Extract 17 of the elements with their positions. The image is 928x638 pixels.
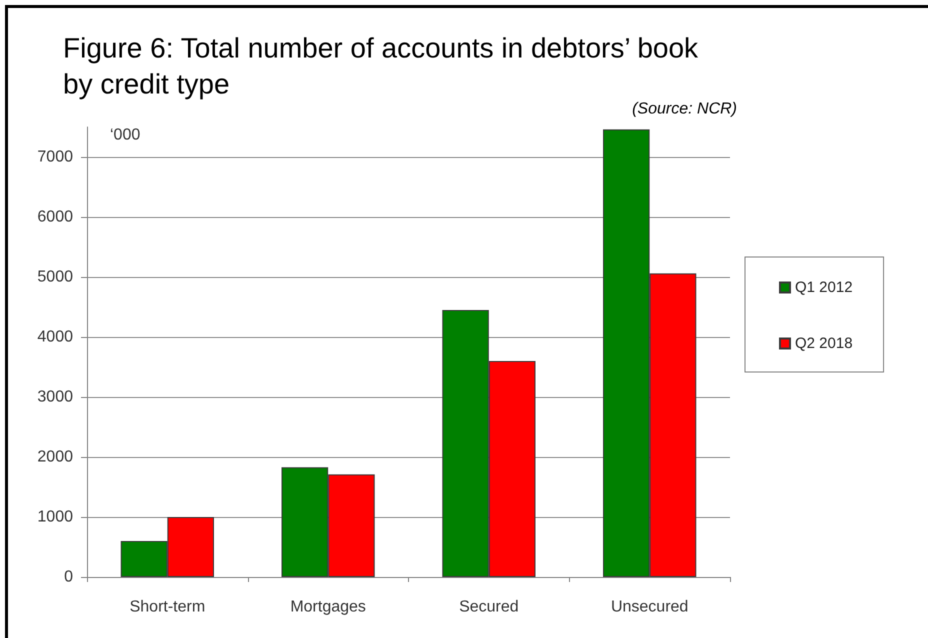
text: (Source: NCR)	[632, 100, 737, 118]
x-tick-label: Mortgages	[290, 598, 366, 616]
chart-title: Figure 6: Total number of accounts in debtors’ book by credit type	[63, 32, 700, 100]
legend-label: Q2 2018	[795, 335, 853, 352]
y-axis-title: ‘000	[110, 126, 140, 144]
y-tick-label: 3000	[37, 388, 74, 406]
y-tick-label: 5000	[37, 268, 74, 286]
x-tick-label: Unsecured	[610, 598, 688, 616]
y-tick-label: 4000	[37, 328, 74, 346]
y-tick-label: 7000	[37, 148, 74, 166]
y-tick-label: 6000	[37, 208, 74, 226]
legend-label: Q1 2012	[795, 279, 853, 296]
y-tick-label: 2000	[37, 448, 74, 466]
y-tick-label: 0	[64, 568, 74, 586]
x-tick-label: Secured	[459, 598, 519, 616]
y-tick-label: 1000	[37, 508, 74, 526]
x-tick-label: Short-term	[130, 598, 206, 616]
